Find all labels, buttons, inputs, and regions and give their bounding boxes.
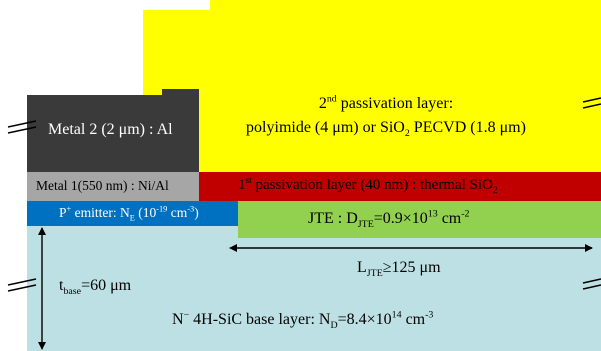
base-sub: D (330, 320, 338, 332)
tbase-b: =60 μm (81, 277, 132, 294)
passivation2-line1-lead: 2 (318, 95, 327, 112)
passivation1-sup: st (245, 176, 252, 186)
second-passivation-label: 2nd passivation layer: polyimide (4 μm) … (226, 92, 546, 140)
jte-sup1: 13 (427, 208, 438, 220)
emitter-sup3: -3 (187, 204, 195, 214)
emitter-label: P+ emitter: NE (10-19 cm-3) (59, 204, 199, 223)
first-passivation-label: 1st passivation layer (40 nm) : thermal … (238, 176, 498, 196)
base-b: 4H-SiC base layer: N (189, 311, 331, 328)
first-passivation-layer (199, 172, 601, 201)
ljte-sub: JTE (366, 268, 383, 280)
tbase-sub: base (63, 286, 82, 298)
jte-a: JTE : D (308, 210, 358, 227)
tbase-a: t (59, 277, 64, 294)
break-mark-right-bottom (582, 278, 601, 290)
p-emitter-layer (27, 201, 238, 226)
base-sup3: -3 (425, 309, 434, 321)
metal2-layer (27, 95, 199, 172)
jte-b: =0.9×10 (373, 210, 428, 227)
passivation2-line2-sub: 2 (404, 128, 410, 140)
passivation2-line2-b: PECVD (1.8 μm) (409, 119, 526, 136)
base-layer (27, 222, 601, 351)
ljte-label: LJTE≥125 μm (357, 259, 441, 280)
metal1-layer (27, 172, 199, 201)
break-mark-left-top (7, 120, 37, 134)
ljte-a: L (357, 259, 367, 276)
break-mark-left-bottom (7, 278, 37, 292)
emitter-sup1: + (66, 204, 72, 214)
passivation2-line1-sup: nd (326, 93, 337, 105)
metal2-label: Metal 2 (2 μm) : Al (48, 121, 173, 139)
emitter-d: cm (167, 205, 188, 220)
jte-c: cm (437, 210, 462, 227)
base-sup2: 14 (391, 309, 402, 321)
jte-sub: JTE (357, 219, 374, 231)
base-d: cm (401, 311, 426, 328)
jte-sup2: -2 (461, 208, 470, 220)
metal2-step (162, 89, 199, 97)
base-c: =8.4×10 (337, 311, 392, 328)
base-label: N− 4H-SiC base layer: ND=8.4×1014 cm-3 (172, 309, 434, 332)
passivation2-line2-a: polyimide (4 μm) or SiO (246, 119, 405, 136)
second-passivation-step (210, 0, 601, 12)
emitter-sup2: -19 (156, 204, 168, 214)
metal1-label-text: Metal 1(550 nm) : Ni/Al (36, 178, 169, 193)
tbase-label: tbase=60 μm (59, 277, 132, 298)
passivation1-rest: passivation layer (40 nm) : thermal SiO (251, 177, 493, 193)
passivation2-line1-rest: passivation layer: (336, 95, 454, 112)
second-passivation-layer (143, 10, 601, 172)
metal1-label: Metal 1(550 nm) : Ni/Al (36, 178, 169, 194)
emitter-a: P (59, 205, 67, 220)
base-a: N (172, 311, 184, 328)
passivation1-sub: 2 (492, 186, 498, 196)
base-sup1: − (183, 309, 190, 321)
emitter-sub: E (129, 213, 135, 223)
emitter-e: ) (194, 205, 199, 220)
passivation1-lead: 1 (238, 177, 246, 193)
metal2-label-text: Metal 2 (2 μm) : Al (48, 121, 173, 138)
emitter-b: emitter: N (71, 205, 130, 220)
break-mark-right-top (582, 97, 601, 109)
jte-label: JTE : DJTE=0.9×1013 cm-2 (308, 208, 470, 231)
ljte-b: ≥125 μm (382, 259, 441, 276)
emitter-c: (10 (134, 205, 157, 220)
jte-layer (238, 201, 601, 238)
